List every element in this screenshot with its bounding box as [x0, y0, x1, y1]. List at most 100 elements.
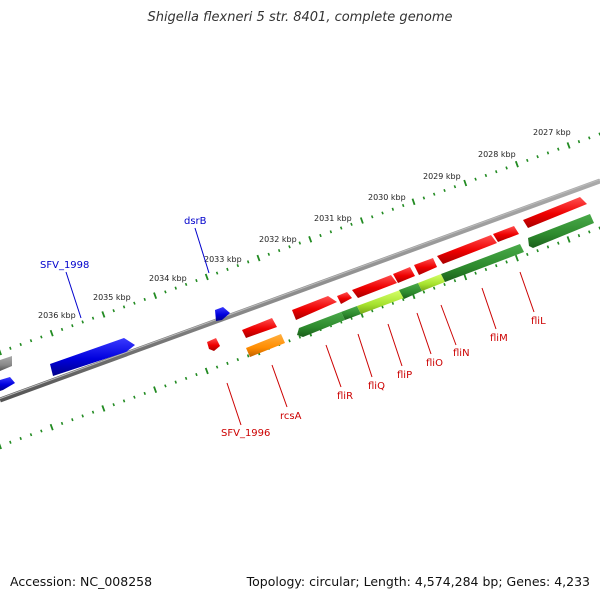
- ruler-label-2031: 2031 kbp: [314, 214, 352, 223]
- ruler-lower-tick: [526, 252, 529, 256]
- ruler-upper-tick: [112, 309, 115, 313]
- ruler-upper-tick: [536, 155, 539, 159]
- ruler-lower-tick: [174, 380, 177, 384]
- gene-arrow-sfv1996: [207, 338, 220, 351]
- ruler-label-2032: 2032 kbp: [259, 235, 297, 244]
- callout-fliM: [481, 287, 497, 330]
- ruler-lower-tick: [122, 399, 126, 403]
- ruler-lower-tick: [577, 234, 581, 238]
- ruler-upper-tick: [381, 211, 384, 215]
- ruler-lower-tick: [226, 361, 229, 365]
- ruler-upper-tick: [453, 185, 457, 189]
- callout-rcsA: [271, 364, 288, 408]
- ruler-label-2029: 2029 kbp: [423, 172, 461, 181]
- callout-fliO: [416, 312, 432, 355]
- ruler-upper-tick: [391, 207, 395, 211]
- ruler-lower-tick: [474, 271, 477, 275]
- callout-sfv1996: [226, 382, 242, 426]
- ruler-upper-tick: [526, 158, 529, 162]
- ruler-lower-tick: [29, 433, 33, 437]
- ruler-upper-tick: [370, 215, 374, 219]
- ruler-upper-tick: [81, 320, 84, 324]
- gene-label-sfv1998: SFV_1998: [40, 260, 89, 271]
- ruler-upper-tick: [577, 140, 581, 144]
- ruler-label-2036: 2036 kbp: [38, 311, 76, 320]
- gene-arrow-fliQ: [341, 306, 361, 320]
- gene-arrow-fliL: [528, 214, 594, 248]
- gene-arrow-fliO: [399, 283, 422, 299]
- gene-label-fliL: fliL: [531, 316, 546, 327]
- gene-arrow-fliM: [441, 244, 524, 282]
- ruler-lower-tick: [401, 297, 405, 302]
- ruler-upper-tick: [122, 305, 126, 309]
- ruler-upper-tick: [49, 329, 54, 337]
- ruler-lower-tick: [143, 391, 146, 395]
- gene-label-fliQ: fliQ: [368, 381, 385, 392]
- ruler-upper-tick: [411, 198, 416, 206]
- ruler-upper-tick: [256, 254, 261, 262]
- ruler-lower-tick: [588, 230, 591, 234]
- ruler-upper-tick: [91, 316, 95, 320]
- ruler-lower-tick: [0, 443, 2, 450]
- ruler-upper-tick: [484, 173, 488, 178]
- ruler-lower-tick: [484, 267, 488, 272]
- ruler-lower-tick: [432, 286, 436, 290]
- ruler-upper-tick: [505, 166, 508, 170]
- accession-text: Accession: NC_008258: [10, 574, 153, 589]
- callout-fliR: [325, 344, 342, 388]
- ruler-lower-tick: [71, 418, 74, 422]
- gene-arrow-sfv1998: [50, 338, 135, 376]
- ruler-upper-tick: [29, 339, 33, 343]
- ruler-upper-tick: [359, 217, 364, 224]
- ruler-upper-tick: [174, 286, 177, 290]
- ruler-upper-tick: [319, 233, 322, 238]
- ruler-lower-tick: [536, 249, 539, 253]
- ruler-lower-tick: [505, 260, 508, 264]
- ruler-lower-tick: [153, 386, 158, 394]
- ruler-upper-tick: [153, 292, 158, 300]
- ruler-lower-tick: [81, 414, 84, 418]
- gene-label-dsrB: dsrB: [184, 216, 207, 227]
- gene-arrow-red-d: [352, 275, 397, 298]
- ruler-upper-tick: [9, 346, 12, 350]
- gene-arrow-red-f: [414, 258, 437, 275]
- gene-arrow-red-i: [523, 197, 587, 228]
- ruler-lower-tick: [101, 405, 106, 412]
- ruler-lower-tick: [288, 339, 291, 343]
- ruler-label-2034: 2034 kbp: [149, 274, 187, 283]
- ruler-lower-tick: [298, 335, 302, 339]
- ruler-upper-tick: [546, 151, 550, 155]
- ruler-lower-tick: [91, 410, 95, 414]
- ruler-label-2033: 2033 kbp: [204, 255, 242, 264]
- ruler-upper-tick: [495, 170, 498, 174]
- ruler-upper: [0, 132, 600, 356]
- gene-label-fliO: fliO: [426, 358, 443, 369]
- ruler-upper-tick: [0, 349, 2, 356]
- ruler-lower-tick: [246, 354, 250, 358]
- ruler-upper-tick: [236, 264, 240, 268]
- map-title: Shigella flexneri 5 str. 8401, complete …: [147, 10, 453, 25]
- gene-arrow-dsrB: [215, 307, 230, 321]
- ruler-upper-tick: [195, 279, 198, 283]
- ruler-upper-tick: [588, 136, 591, 140]
- ruler-lower-tick: [514, 254, 519, 262]
- callout-fliL: [519, 271, 535, 313]
- gene-arrow-fliP: [357, 290, 404, 314]
- ruler-lower-tick: [9, 440, 12, 444]
- ruler-upper-tick: [401, 203, 405, 208]
- ruler-upper-tick: [215, 271, 219, 275]
- ruler-upper-tick: [204, 273, 209, 281]
- ruler-upper-tick: [226, 267, 229, 271]
- callout-fliN: [440, 304, 457, 346]
- ruler-label-2028: 2028 kbp: [478, 150, 516, 159]
- gene-label-fliM: fliM: [490, 333, 508, 344]
- ruler-lower-tick: [391, 301, 395, 305]
- gene-arrow-red-g: [437, 235, 497, 264]
- ruler-upper-tick: [514, 160, 519, 168]
- ruler-upper-tick: [60, 327, 64, 332]
- ruler-upper-tick: [288, 245, 291, 249]
- ruler-upper-tick: [474, 177, 477, 181]
- ruler-upper-tick: [184, 282, 188, 286]
- ruler-lower: [0, 226, 600, 450]
- gene-arrow-red-c: [337, 292, 352, 304]
